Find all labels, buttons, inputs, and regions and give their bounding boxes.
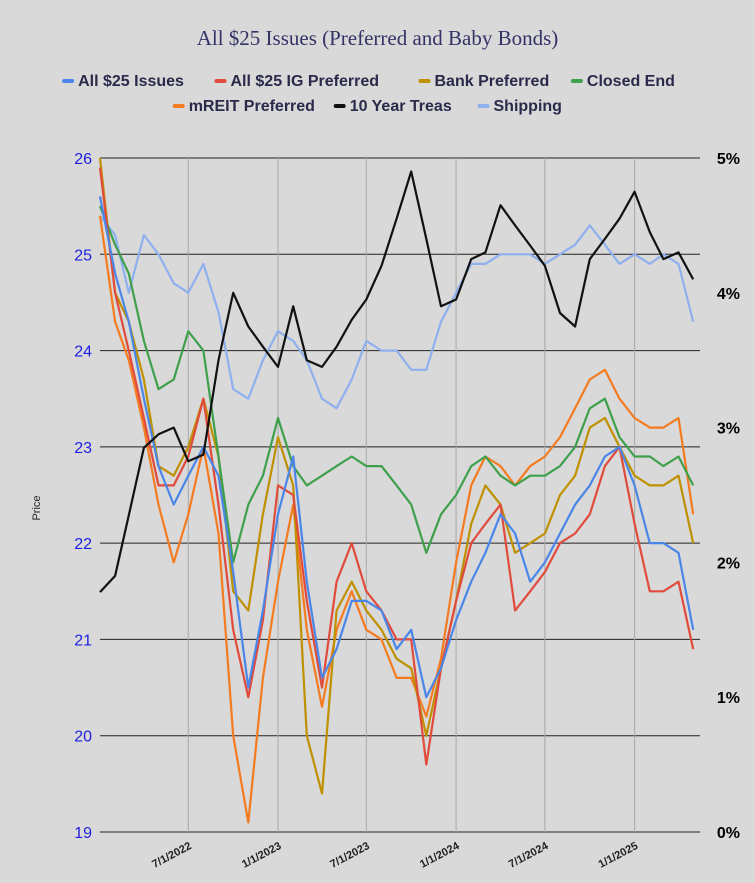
series-line-closed-end bbox=[98, 205, 695, 564]
y-tick-label: 19 bbox=[74, 825, 92, 842]
y2-tick-label: 2% bbox=[717, 555, 740, 572]
y-tick-label: 20 bbox=[74, 729, 92, 746]
y-axis-label: Price bbox=[31, 495, 43, 520]
legend-label-all-25-issues: All $25 Issues bbox=[78, 73, 184, 90]
series-line-mreit-preferred bbox=[98, 215, 695, 824]
legend: All $25 Issues All $25 IG Preferred Bank P… bbox=[62, 73, 675, 115]
y-tick-label: 25 bbox=[74, 247, 92, 264]
series-line-all-25-ig-preferred bbox=[98, 167, 695, 766]
series-line-10-year-treas bbox=[99, 170, 695, 593]
x-tick-label: 1/1/2023 bbox=[240, 840, 283, 871]
series-layer bbox=[98, 157, 695, 824]
legend-label-all-25-ig-preferred: All $25 IG Preferred bbox=[231, 73, 380, 90]
x-axis: 7/1/2022 1/1/2023 7/1/2023 1/1/2024 7/1/2024… bbox=[150, 840, 640, 871]
y-tick-label: 23 bbox=[74, 440, 92, 457]
y-tick-label: 21 bbox=[74, 632, 92, 649]
right-axis: 0% 1% 2% 3% 4% 5% bbox=[717, 151, 740, 842]
legend-label-10-year-treas: 10 Year Treas bbox=[350, 98, 452, 115]
y-tick-label: 24 bbox=[74, 344, 92, 361]
y2-tick-label: 0% bbox=[717, 825, 740, 842]
legend-label-shipping: Shipping bbox=[494, 98, 562, 115]
series-line-shipping bbox=[99, 215, 695, 410]
legend-label-mreit-preferred: mREIT Preferred bbox=[189, 98, 315, 115]
y-tick-label: 26 bbox=[74, 151, 92, 168]
legend-label-bank-preferred: Bank Preferred bbox=[435, 73, 550, 90]
x-tick-label: 7/1/2024 bbox=[507, 840, 551, 871]
y-tick-label: 22 bbox=[74, 536, 92, 553]
x-tick-label: 1/1/2025 bbox=[597, 840, 640, 871]
y2-tick-label: 1% bbox=[717, 690, 740, 707]
left-axis: 19 20 21 22 23 24 25 26 bbox=[74, 151, 92, 842]
x-tick-label: 1/1/2024 bbox=[418, 840, 462, 871]
chart-title: All $25 Issues (Preferred and Baby Bonds… bbox=[196, 26, 559, 50]
y2-tick-label: 5% bbox=[717, 151, 740, 168]
gridlines bbox=[100, 157, 700, 833]
x-tick-label: 7/1/2023 bbox=[328, 840, 371, 871]
y2-tick-label: 4% bbox=[717, 286, 740, 303]
x-tick-label: 7/1/2022 bbox=[150, 840, 193, 871]
legend-label-closed-end: Closed End bbox=[587, 73, 675, 90]
y2-tick-label: 3% bbox=[717, 421, 740, 438]
